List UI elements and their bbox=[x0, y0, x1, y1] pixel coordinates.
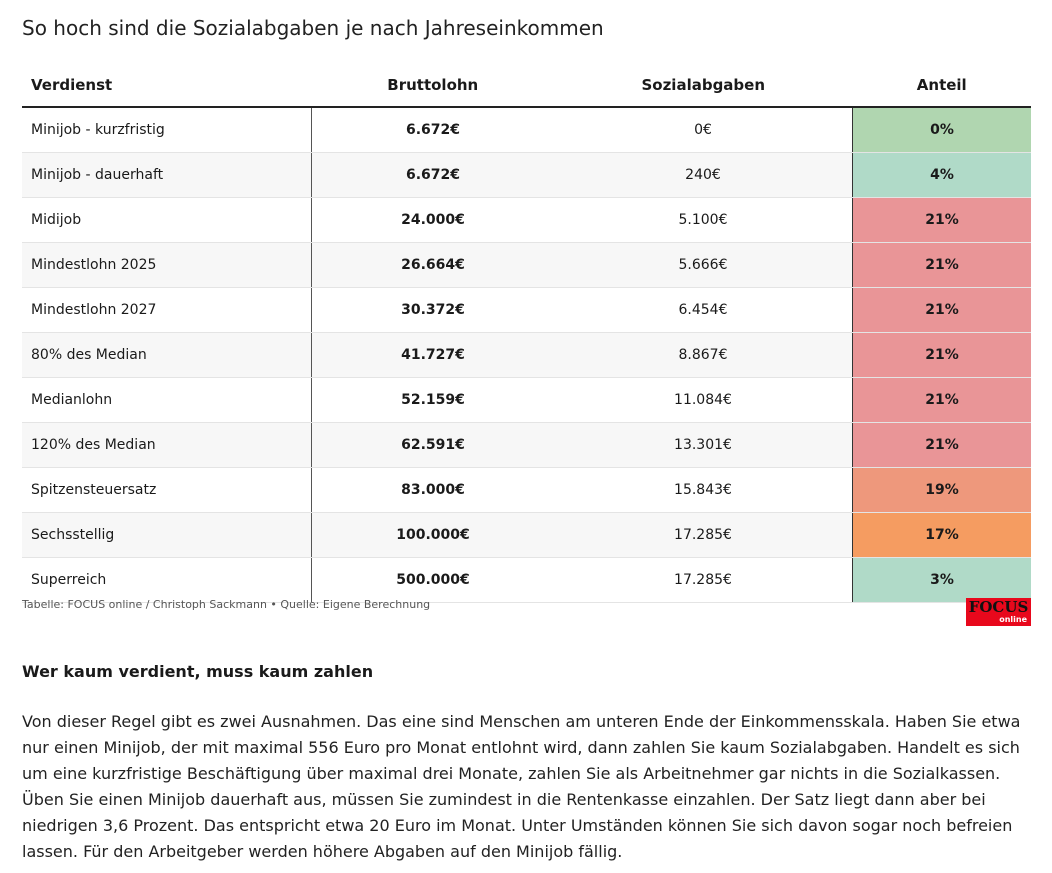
cell-verdienst: 80% des Median bbox=[22, 332, 312, 378]
cell-verdienst: Midijob bbox=[22, 197, 312, 243]
cell-sozialabgaben: 15.843€ bbox=[554, 467, 853, 513]
cell-bruttolohn: 6.672€ bbox=[311, 152, 554, 198]
cell-anteil: 0% bbox=[852, 107, 1031, 153]
cell-anteil: 21% bbox=[852, 242, 1031, 288]
cell-sozialabgaben: 240€ bbox=[554, 152, 853, 198]
cell-sozialabgaben: 5.666€ bbox=[554, 242, 853, 288]
cell-anteil: 21% bbox=[852, 197, 1031, 243]
cell-bruttolohn: 6.672€ bbox=[311, 107, 554, 153]
cell-sozialabgaben: 11.084€ bbox=[554, 377, 853, 423]
cell-sozialabgaben: 13.301€ bbox=[554, 422, 853, 468]
header-verdienst: Verdienst bbox=[22, 64, 312, 108]
cell-anteil: 21% bbox=[852, 287, 1031, 333]
table-row: 120% des Median 62.591€ 13.301€ 21% bbox=[22, 422, 1031, 468]
table-header-row: Verdienst Bruttolohn Sozialabgaben Antei… bbox=[22, 64, 1031, 108]
article-paragraph: Von dieser Regel gibt es zwei Ausnahmen.… bbox=[22, 712, 1021, 861]
table-row: Minijob - dauerhaft 6.672€ 240€ 4% bbox=[22, 152, 1031, 198]
cell-anteil: 19% bbox=[852, 467, 1031, 513]
cell-verdienst: 120% des Median bbox=[22, 422, 312, 468]
cell-bruttolohn: 100.000€ bbox=[311, 512, 554, 558]
cell-bruttolohn: 26.664€ bbox=[311, 242, 554, 288]
table-row: Spitzensteuersatz 83.000€ 15.843€ 19% bbox=[22, 467, 1031, 513]
cell-verdienst: Sechsstellig bbox=[22, 512, 312, 558]
cell-bruttolohn: 41.727€ bbox=[311, 332, 554, 378]
table-row: 80% des Median 41.727€ 8.867€ 21% bbox=[22, 332, 1031, 378]
cell-bruttolohn: 500.000€ bbox=[311, 557, 554, 603]
cell-verdienst: Spitzensteuersatz bbox=[22, 467, 312, 513]
header-bruttolohn: Bruttolohn bbox=[311, 64, 554, 108]
cell-sozialabgaben: 17.285€ bbox=[554, 557, 853, 603]
table-row: Minijob - kurzfristig 6.672€ 0€ 0% bbox=[22, 107, 1031, 153]
cell-verdienst: Mindestlohn 2027 bbox=[22, 287, 312, 333]
cell-verdienst: Medianlohn bbox=[22, 377, 312, 423]
table-title: So hoch sind die Sozialabgaben je nach J… bbox=[22, 16, 604, 40]
cell-bruttolohn: 30.372€ bbox=[311, 287, 554, 333]
cell-bruttolohn: 62.591€ bbox=[311, 422, 554, 468]
cell-bruttolohn: 83.000€ bbox=[311, 467, 554, 513]
cell-anteil: 21% bbox=[852, 377, 1031, 423]
cell-verdienst: Superreich bbox=[22, 557, 312, 603]
article-heading: Wer kaum verdient, muss kaum zahlen bbox=[22, 662, 374, 681]
table-row: Medianlohn 52.159€ 11.084€ 21% bbox=[22, 377, 1031, 423]
cell-verdienst: Mindestlohn 2025 bbox=[22, 242, 312, 288]
cell-anteil: 21% bbox=[852, 332, 1031, 378]
header-anteil: Anteil bbox=[852, 64, 1031, 108]
cell-anteil: 4% bbox=[852, 152, 1031, 198]
table-row: Mindestlohn 2025 26.664€ 5.666€ 21% bbox=[22, 242, 1031, 288]
cell-sozialabgaben: 0€ bbox=[554, 107, 853, 153]
cell-sozialabgaben: 17.285€ bbox=[554, 512, 853, 558]
focus-online-logo: FOCUS online bbox=[966, 598, 1031, 626]
cell-verdienst: Minijob - kurzfristig bbox=[22, 107, 312, 153]
cell-sozialabgaben: 8.867€ bbox=[554, 332, 853, 378]
table-row: Superreich 500.000€ 17.285€ 3% bbox=[22, 557, 1031, 603]
cell-anteil: 17% bbox=[852, 512, 1031, 558]
cell-anteil: 21% bbox=[852, 422, 1031, 468]
table-row: Midijob 24.000€ 5.100€ 21% bbox=[22, 197, 1031, 243]
cell-bruttolohn: 52.159€ bbox=[311, 377, 554, 423]
contributions-table: Verdienst Bruttolohn Sozialabgaben Antei… bbox=[22, 64, 1031, 603]
table-row: Sechsstellig 100.000€ 17.285€ 17% bbox=[22, 512, 1031, 558]
cell-verdienst: Minijob - dauerhaft bbox=[22, 152, 312, 198]
table-row: Mindestlohn 2027 30.372€ 6.454€ 21% bbox=[22, 287, 1031, 333]
table-caption: Tabelle: FOCUS online / Christoph Sackma… bbox=[22, 598, 431, 611]
header-sozialabgaben: Sozialabgaben bbox=[554, 64, 853, 108]
cell-sozialabgaben: 6.454€ bbox=[554, 287, 853, 333]
cell-anteil: 3% bbox=[852, 557, 1031, 603]
cell-sozialabgaben: 5.100€ bbox=[554, 197, 853, 243]
cell-bruttolohn: 24.000€ bbox=[311, 197, 554, 243]
